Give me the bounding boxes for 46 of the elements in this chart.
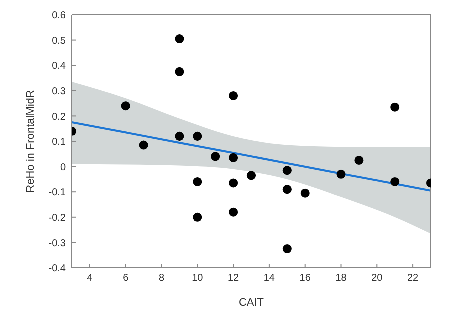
y-tick-label: 0.6 — [52, 10, 66, 22]
point — [175, 132, 184, 141]
x-tick-label: 4 — [87, 273, 94, 284]
point — [300, 188, 310, 198]
x-tick-label: 10 — [192, 273, 204, 284]
y-tick-label: -0.1 — [48, 188, 66, 199]
point — [229, 208, 238, 217]
point — [175, 34, 184, 44]
point — [390, 177, 400, 186]
x-tick-label: 6 — [123, 273, 130, 284]
x-tick-label: 12 — [228, 273, 240, 284]
point — [282, 244, 292, 254]
point — [139, 140, 148, 150]
point — [354, 156, 364, 165]
point — [193, 177, 202, 186]
point — [390, 102, 400, 112]
y-axis-title: ReHo in FrontalMidR — [24, 90, 37, 193]
y-tick-label: 0 — [60, 162, 66, 174]
x-tick-label: 16 — [300, 273, 312, 284]
x-tick-label: 18 — [336, 273, 348, 284]
y-tick-label: 0.3 — [52, 86, 66, 98]
y-tick-label: 0.2 — [52, 112, 66, 123]
y-tick-label: 0.5 — [52, 36, 66, 47]
point — [246, 171, 256, 180]
point — [211, 152, 220, 162]
line-series — [72, 122, 431, 192]
y-tick-label: -0.3 — [48, 238, 66, 250]
y-tick-label: 0.1 — [52, 137, 66, 148]
point — [175, 67, 184, 76]
y-tick-label: 0.4 — [52, 61, 66, 72]
x-tick-label: 22 — [407, 273, 420, 284]
y-tick-label: -0.4 — [48, 264, 66, 275]
point — [282, 166, 292, 176]
point — [193, 212, 202, 222]
point — [193, 132, 202, 141]
point — [229, 178, 238, 188]
y-tick-label: -0.2 — [48, 212, 66, 224]
x-tick-label: 8 — [158, 273, 165, 284]
point — [229, 91, 238, 100]
point — [121, 102, 130, 111]
point — [336, 170, 346, 179]
x-axis-title: CAIT — [238, 297, 264, 309]
x-tick-label: 20 — [372, 273, 384, 284]
point — [282, 185, 292, 194]
point — [229, 153, 238, 162]
x-tick-label: 14 — [264, 273, 276, 284]
